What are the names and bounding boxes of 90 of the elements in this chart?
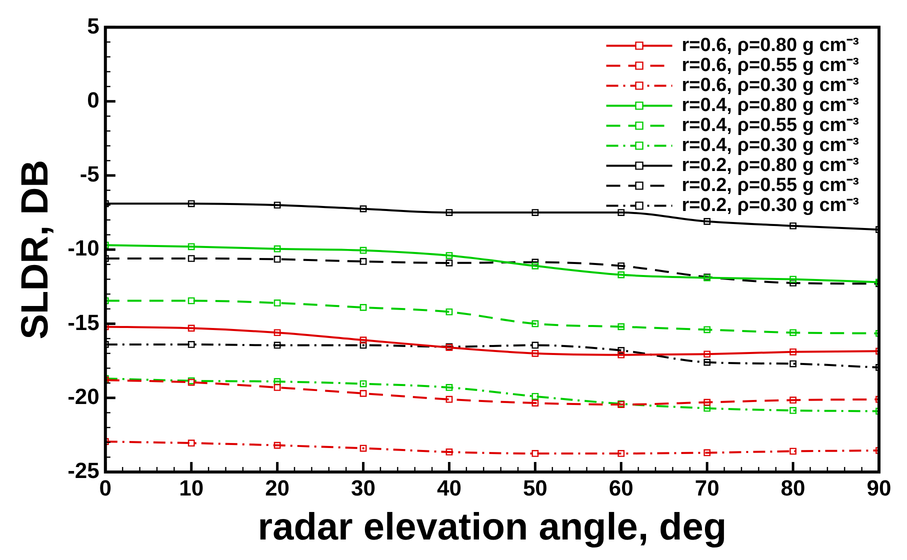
y-tick-label: -15 (68, 310, 100, 335)
point (790, 407, 796, 414)
point (532, 320, 539, 328)
point (360, 390, 367, 397)
x-tick-label: 30 (351, 475, 376, 500)
point (618, 209, 625, 216)
point (274, 202, 281, 209)
point (188, 297, 195, 304)
point (618, 323, 625, 330)
point (618, 346, 625, 354)
point (704, 350, 711, 358)
point (618, 351, 625, 358)
point (618, 271, 625, 278)
point (532, 350, 539, 357)
point (360, 336, 367, 344)
point (360, 246, 367, 254)
point (532, 209, 539, 216)
point (188, 243, 195, 250)
legend-label: r=0.4, ρ=0.80 g cm⁻³ (682, 94, 860, 116)
y-tick-label: -20 (68, 384, 100, 409)
point (360, 342, 367, 349)
point (446, 396, 453, 403)
point (704, 358, 711, 366)
point (274, 300, 281, 306)
point (532, 342, 539, 349)
point (360, 444, 367, 452)
point (274, 378, 281, 385)
legend-label: r=0.6, ρ=0.55 g cm⁻³ (682, 54, 860, 76)
point (790, 348, 796, 356)
y-tick-label: -5 (80, 162, 100, 187)
point (360, 258, 367, 265)
point (360, 304, 367, 311)
point (790, 276, 796, 283)
point (618, 262, 625, 270)
point (446, 384, 453, 391)
point (532, 400, 539, 406)
point (274, 442, 281, 449)
point (360, 205, 367, 212)
legend-label: r=0.2, ρ=0.30 g cm⁻³ (682, 194, 860, 216)
x-tick-label: 40 (436, 475, 462, 500)
point (188, 200, 195, 208)
legend-label: r=0.6, ρ=0.80 g cm⁻³ (682, 34, 860, 56)
point (446, 260, 453, 266)
x-tick-label: 20 (265, 475, 290, 500)
point (274, 384, 281, 391)
legend-label: r=0.4, ρ=0.30 g cm⁻³ (682, 134, 860, 156)
legend-label: r=0.2, ρ=0.80 g cm⁻³ (682, 154, 860, 176)
point (446, 252, 453, 259)
point (274, 342, 281, 349)
point (274, 329, 281, 336)
point (446, 448, 453, 456)
x-tick-label: 60 (608, 475, 634, 500)
point (532, 392, 539, 400)
point (704, 404, 711, 412)
point (790, 360, 796, 368)
point (790, 396, 796, 404)
point (188, 341, 195, 348)
point (790, 329, 796, 336)
y-tick-label: -25 (68, 458, 100, 484)
legend-label: r=0.6, ρ=0.30 g cm⁻³ (682, 74, 860, 96)
point (618, 450, 625, 457)
y-tick-label: -10 (68, 236, 100, 261)
point (188, 440, 195, 447)
point (790, 448, 796, 455)
x-tick-label: 80 (780, 475, 806, 500)
point (274, 256, 281, 263)
point (188, 324, 195, 332)
y-tick-label: 0 (87, 87, 100, 112)
x-axis-title: radar elevation angle, deg (258, 506, 727, 549)
point (446, 209, 453, 216)
x-tick-label: 10 (179, 475, 204, 500)
point (360, 380, 367, 388)
point (532, 258, 539, 266)
x-tick-label: 70 (694, 475, 720, 500)
y-tick-label: 5 (87, 13, 100, 38)
legend-label: r=0.4, ρ=0.55 g cm⁻³ (682, 114, 860, 136)
point (704, 326, 711, 334)
point (704, 218, 711, 225)
x-tick-label: 50 (522, 475, 548, 500)
point (704, 398, 711, 406)
legend-label: r=0.2, ρ=0.55 g cm⁻³ (682, 174, 860, 196)
point (532, 262, 539, 270)
point (532, 450, 539, 457)
point (446, 308, 453, 316)
point (274, 245, 281, 252)
point (704, 449, 711, 456)
point (790, 222, 796, 230)
y-axis-title: SLDR, DB (14, 160, 56, 340)
x-tick-label: 90 (866, 475, 892, 500)
point (188, 255, 195, 262)
